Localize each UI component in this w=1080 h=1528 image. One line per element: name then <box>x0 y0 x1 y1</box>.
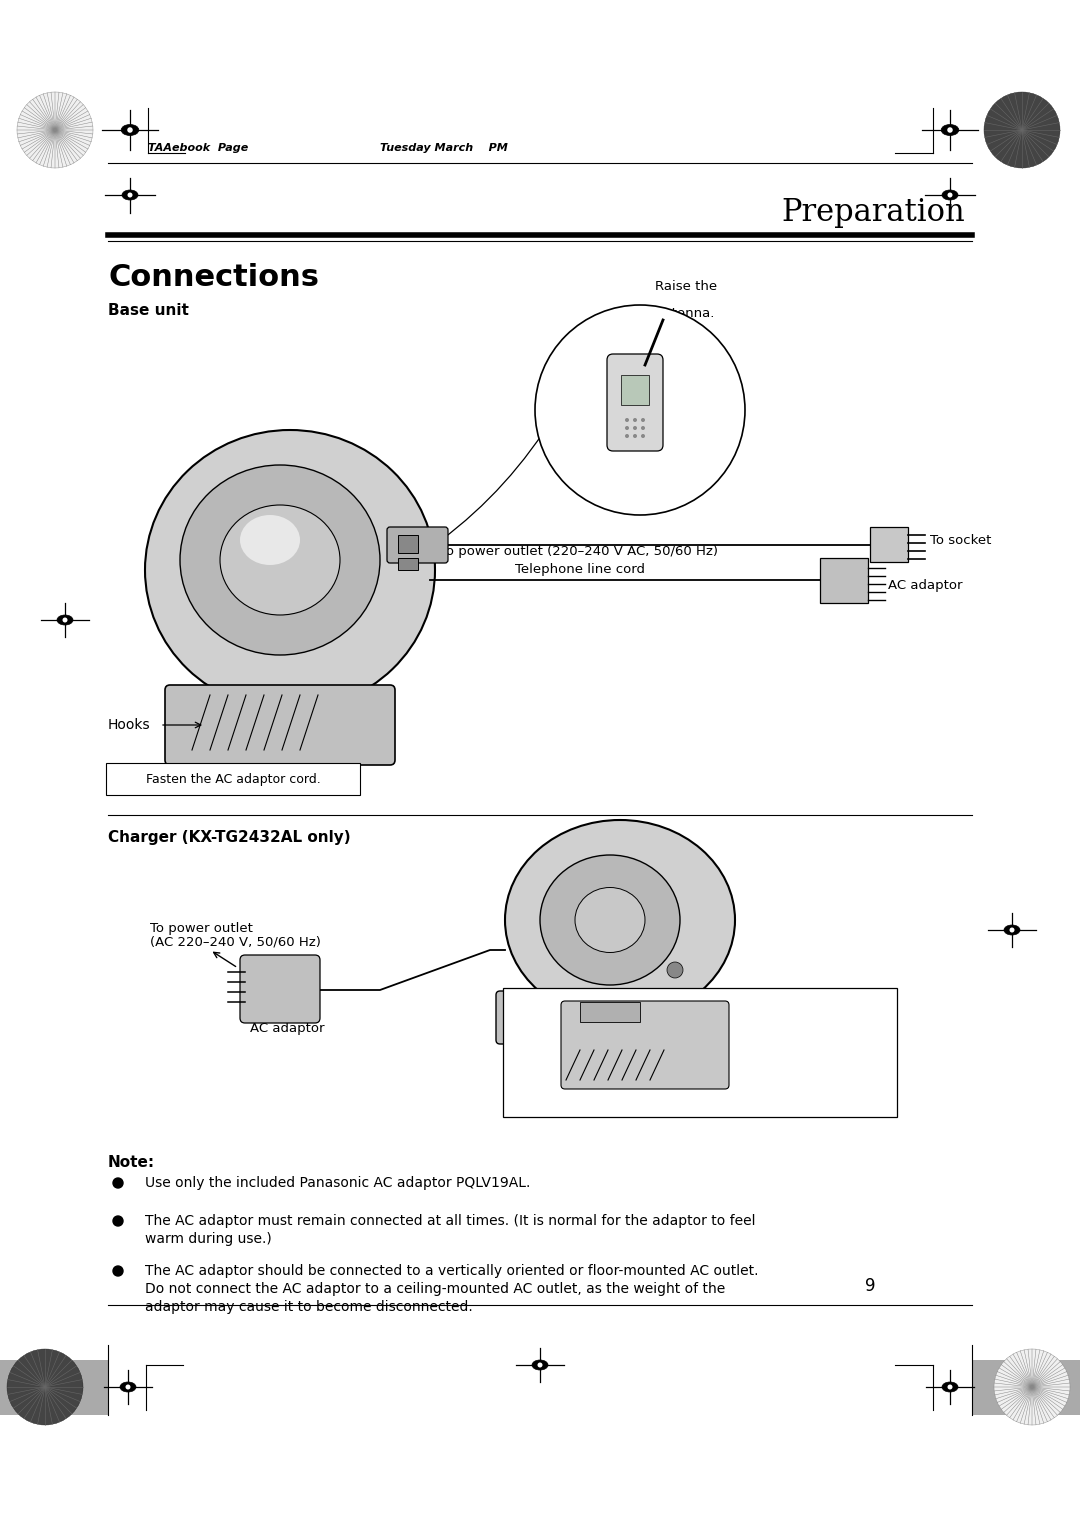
Ellipse shape <box>575 888 645 952</box>
Text: Preparation: Preparation <box>781 197 966 228</box>
Text: Tuesday March    PM: Tuesday March PM <box>380 144 508 153</box>
Circle shape <box>625 434 629 439</box>
Circle shape <box>1010 927 1014 932</box>
FancyBboxPatch shape <box>561 1001 729 1089</box>
Text: (AC 220–240 V, 50/60 Hz): (AC 220–240 V, 50/60 Hz) <box>150 935 321 947</box>
Bar <box>0 1360 108 1415</box>
Circle shape <box>642 434 645 439</box>
Ellipse shape <box>532 1360 548 1371</box>
Circle shape <box>625 426 629 429</box>
Circle shape <box>125 1384 131 1389</box>
Bar <box>870 527 908 562</box>
FancyBboxPatch shape <box>165 685 395 766</box>
FancyBboxPatch shape <box>503 989 897 1117</box>
Ellipse shape <box>220 504 340 614</box>
Circle shape <box>113 1216 123 1225</box>
Text: Hooks: Hooks <box>513 1056 554 1070</box>
Text: antenna.: antenna. <box>654 307 714 319</box>
Circle shape <box>947 1384 953 1389</box>
Text: TAAebook  Page: TAAebook Page <box>148 144 248 153</box>
Circle shape <box>984 92 1059 168</box>
Ellipse shape <box>57 614 73 625</box>
Ellipse shape <box>145 429 435 711</box>
Circle shape <box>642 419 645 422</box>
Ellipse shape <box>180 465 380 656</box>
Text: Base unit: Base unit <box>108 303 189 318</box>
Circle shape <box>947 127 953 133</box>
Ellipse shape <box>941 124 959 136</box>
Circle shape <box>6 1349 83 1426</box>
Text: it from being disconnected.: it from being disconnected. <box>513 1102 697 1115</box>
Circle shape <box>17 92 93 168</box>
Text: Charger (KX-TG2432AL only): Charger (KX-TG2432AL only) <box>108 830 351 845</box>
Text: The AC adaptor should be connected to a vertically oriented or floor-mounted AC : The AC adaptor should be connected to a … <box>145 1264 758 1277</box>
Bar <box>399 558 418 570</box>
Text: Bottom of: Bottom of <box>733 1027 799 1041</box>
Ellipse shape <box>540 856 680 986</box>
Circle shape <box>63 617 68 622</box>
Circle shape <box>127 193 133 197</box>
Ellipse shape <box>120 1381 136 1392</box>
Text: Connections: Connections <box>108 263 319 292</box>
Text: Hooks: Hooks <box>108 718 150 732</box>
Circle shape <box>113 1267 123 1276</box>
Circle shape <box>535 306 745 515</box>
Ellipse shape <box>505 821 735 1021</box>
FancyBboxPatch shape <box>496 992 744 1044</box>
Text: Raise the: Raise the <box>654 280 717 293</box>
Circle shape <box>633 419 637 422</box>
FancyBboxPatch shape <box>607 354 663 451</box>
Circle shape <box>538 1363 542 1368</box>
Circle shape <box>667 963 683 978</box>
Text: AC adaptor: AC adaptor <box>249 1022 324 1034</box>
Bar <box>820 558 868 604</box>
Bar <box>621 374 649 405</box>
Text: Use only the included Panasonic AC adaptor PQLV19AL.: Use only the included Panasonic AC adapt… <box>145 1177 530 1190</box>
Ellipse shape <box>1004 924 1020 935</box>
Bar <box>399 535 418 553</box>
Circle shape <box>633 426 637 429</box>
Text: adaptor may cause it to become disconnected.: adaptor may cause it to become disconnec… <box>145 1300 473 1314</box>
Text: warm during use.): warm during use.) <box>145 1232 272 1245</box>
Text: To socket: To socket <box>930 533 991 547</box>
Text: Fasten the AC adaptor cord to prevent: Fasten the AC adaptor cord to prevent <box>513 1088 769 1102</box>
Ellipse shape <box>121 124 139 136</box>
Circle shape <box>633 434 637 439</box>
Circle shape <box>642 426 645 429</box>
Text: To power outlet: To power outlet <box>150 921 253 935</box>
Circle shape <box>113 1178 123 1187</box>
Ellipse shape <box>942 1381 958 1392</box>
Text: To power outlet (220–240 V AC, 50/60 Hz): To power outlet (220–240 V AC, 50/60 Hz) <box>440 545 718 558</box>
Circle shape <box>994 1349 1070 1426</box>
Bar <box>972 1360 1080 1415</box>
Circle shape <box>625 419 629 422</box>
Text: AC adaptor: AC adaptor <box>888 579 962 591</box>
Text: Telephone line cord: Telephone line cord <box>515 562 645 576</box>
Ellipse shape <box>240 515 300 565</box>
Text: 9: 9 <box>865 1277 875 1296</box>
Ellipse shape <box>942 189 958 200</box>
Text: Note:: Note: <box>108 1155 156 1170</box>
Ellipse shape <box>122 189 138 200</box>
Circle shape <box>947 193 953 197</box>
Text: Do not connect the AC adaptor to a ceiling-mounted AC outlet, as the weight of t: Do not connect the AC adaptor to a ceili… <box>145 1282 726 1296</box>
Text: Fasten the AC adaptor cord.: Fasten the AC adaptor cord. <box>146 773 321 785</box>
Bar <box>580 1002 640 1022</box>
FancyBboxPatch shape <box>240 955 320 1024</box>
FancyBboxPatch shape <box>106 762 360 795</box>
Text: The AC adaptor must remain connected at all times. (It is normal for the adaptor: The AC adaptor must remain connected at … <box>145 1215 756 1229</box>
Circle shape <box>127 127 133 133</box>
FancyBboxPatch shape <box>387 527 448 562</box>
Text: the charger: the charger <box>733 1041 811 1053</box>
